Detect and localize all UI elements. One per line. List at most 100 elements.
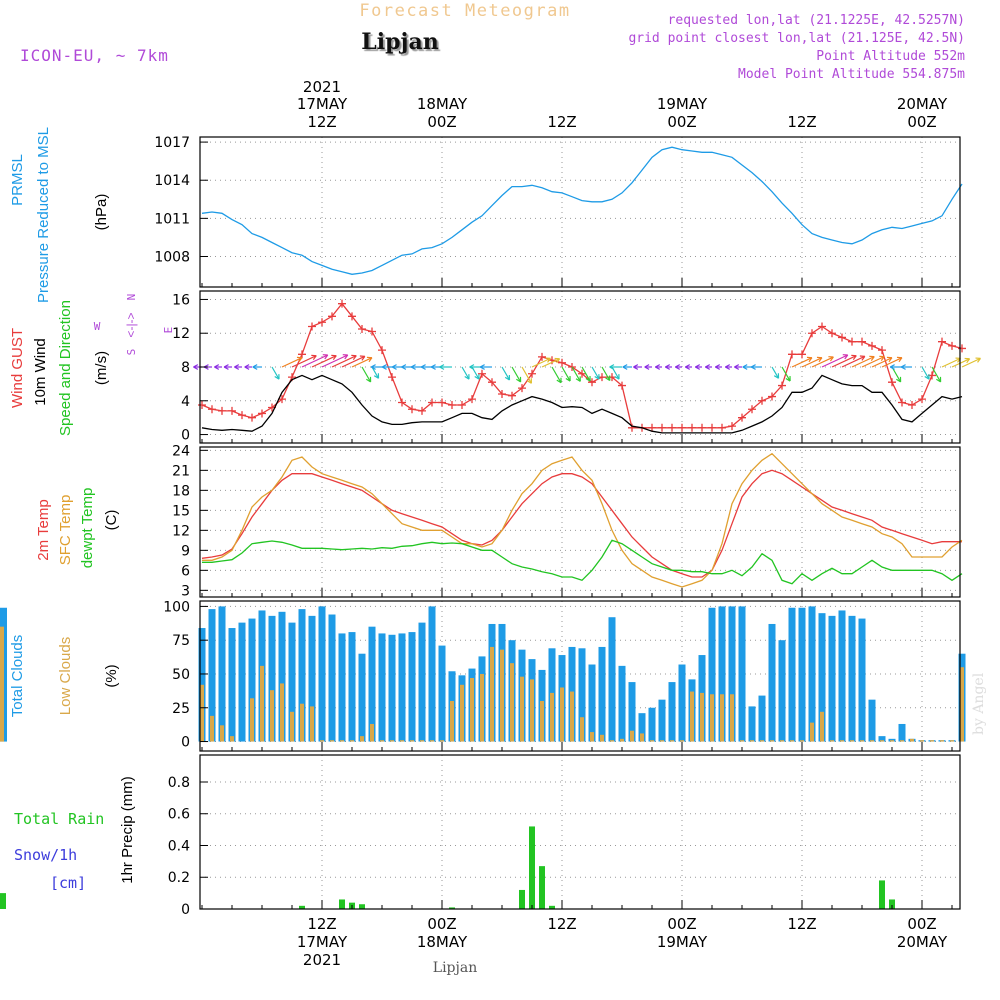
low-cloud-bar	[210, 715, 214, 742]
low-cloud-bar	[470, 678, 474, 742]
total-cloud-bar	[788, 607, 796, 742]
wind-direction-arrow	[781, 366, 791, 382]
temp-label-2: SFC Temp	[57, 495, 74, 566]
rain-bar	[299, 905, 305, 909]
clouds-label-2: Low Clouds	[57, 637, 74, 715]
low-cloud-bar	[230, 736, 234, 742]
bottom-date-label: 17MAY	[297, 933, 348, 951]
y-tick-label: 1008	[154, 249, 190, 265]
gust-marker	[838, 333, 846, 342]
arrow-head	[675, 364, 681, 370]
top-date-label: 17MAY	[297, 95, 348, 113]
requested-coords: requested lon,lat (21.1225E, 42.5257N)	[668, 13, 965, 28]
total-cloud-bar	[728, 606, 736, 742]
low-cloud-bar	[580, 717, 584, 742]
arrow-head	[695, 364, 701, 370]
arrow-head	[370, 364, 376, 370]
wind-direction-arrow	[685, 364, 692, 370]
bottom-year-label: 2021	[303, 951, 341, 969]
compass-arrows-group: <-|->	[124, 312, 138, 337]
total-cloud-bar	[718, 606, 726, 742]
arrow-shaft	[771, 366, 780, 379]
gust-marker	[348, 312, 356, 321]
snow-unit: [cm]	[50, 874, 86, 892]
low-cloud-bar	[660, 740, 664, 742]
wind-direction-arrow	[742, 364, 752, 370]
arrow-shaft	[361, 366, 372, 383]
wind-direction-arrow	[705, 364, 712, 370]
total-cloud-bar	[348, 632, 356, 742]
gust-marker	[728, 422, 736, 431]
clouds-unit: (%)	[103, 664, 120, 687]
total-cloud-bar	[618, 665, 626, 742]
series-line-prmsl	[201, 146, 963, 275]
y-tick-label: 16	[172, 292, 190, 308]
total-cloud-bar	[278, 611, 286, 742]
arrow-head	[975, 357, 981, 363]
arrow-head	[605, 375, 611, 382]
y-tick-label: 1011	[154, 211, 190, 227]
low-cloud-bar	[270, 690, 274, 742]
bottom-hour-label: 00Z	[907, 915, 936, 933]
wind-direction-arrow	[439, 364, 452, 370]
arrow-shaft	[351, 357, 373, 368]
arrow-head	[234, 364, 240, 370]
gust-marker	[628, 423, 636, 432]
arrow-head	[685, 364, 691, 370]
total-cloud-bar	[228, 628, 236, 742]
arrow-head	[214, 364, 220, 370]
low-cloud-bar	[430, 740, 434, 742]
total-cloud-bar	[748, 706, 756, 742]
total-cloud-bar	[598, 646, 606, 742]
arrow-head	[750, 364, 756, 370]
arrow-head	[244, 364, 250, 370]
clouds-label-1: Total Clouds	[9, 635, 26, 718]
y-tick-label: 9	[181, 543, 190, 559]
arrow-shaft	[871, 357, 893, 368]
arrow-head	[936, 376, 942, 383]
arrow-shaft	[841, 355, 866, 368]
low-cloud-bar	[950, 740, 954, 742]
panel-frame	[199, 600, 961, 752]
total-cloud-bar	[878, 736, 886, 742]
wind-direction-arrow	[301, 354, 329, 368]
rain-bar	[539, 866, 545, 909]
low-cloud-bar	[800, 740, 804, 742]
arrow-head	[886, 356, 893, 363]
wind-direction-arrow	[921, 366, 930, 380]
top-hour-label: 12Z	[787, 113, 816, 131]
pressure-unit-group: (hPa)	[93, 194, 110, 231]
wind-direction-arrow	[644, 364, 652, 370]
temp-unit-group: (C)	[103, 510, 120, 531]
gust-marker	[808, 329, 816, 338]
low-cloud-bar	[670, 740, 674, 742]
temp-unit: (C)	[103, 510, 120, 531]
low-cloud-bar	[820, 711, 824, 742]
low-cloud-bar	[920, 740, 924, 742]
wind-direction-arrow	[521, 366, 532, 384]
total-cloud-bar	[308, 615, 316, 742]
y-tick-label: 1014	[154, 173, 190, 189]
gust-marker	[748, 405, 756, 414]
low-cloud-bar	[600, 734, 604, 742]
y-tick-label: 6	[181, 563, 190, 579]
low-cloud-bar	[500, 649, 504, 742]
wind-label-1: Wind GUST	[9, 328, 26, 408]
arrow-head	[410, 364, 416, 370]
arrow-head	[420, 364, 426, 370]
low-cloud-bar	[780, 740, 784, 742]
gust-marker	[908, 401, 916, 409]
wind-direction-arrow	[900, 364, 912, 370]
wind-direction-arrow	[591, 366, 600, 380]
wind-direction-arrow	[244, 364, 252, 370]
top-date-label: 20MAY	[897, 95, 948, 113]
arrow-shaft	[581, 366, 591, 382]
arrow-head	[430, 364, 436, 370]
compass-arrows: <-|->	[124, 312, 138, 337]
wind-direction-arrow	[252, 364, 262, 370]
wind-direction-arrow	[511, 366, 522, 383]
y-tick-label: 25	[172, 701, 190, 717]
arrow-head	[342, 354, 349, 360]
total-cloud-bar	[438, 645, 446, 742]
y-tick-label: 1017	[154, 135, 190, 151]
